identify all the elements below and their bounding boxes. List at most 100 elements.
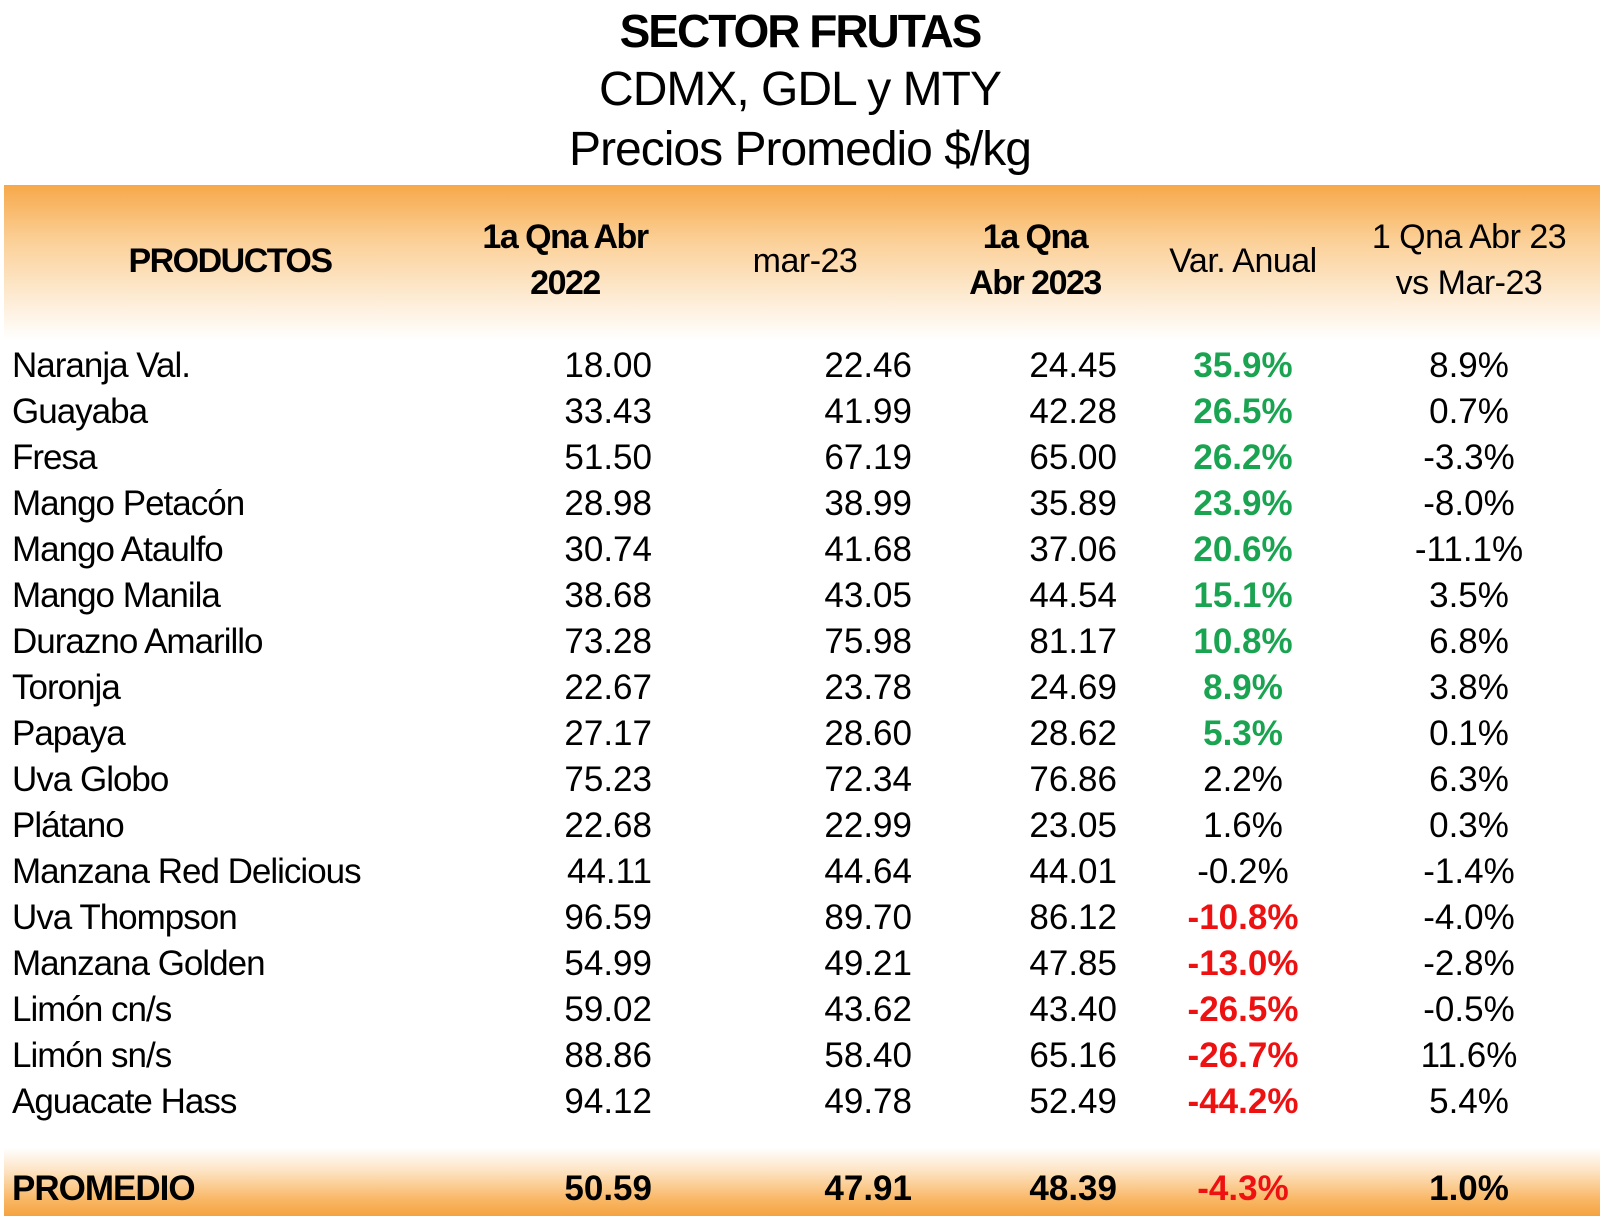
footer-2023: 48.39	[1029, 1169, 1117, 1208]
table-row: Guayaba 33.43 41.99 42.28 26.5% 0.7%	[0, 389, 1600, 435]
table-row: Manzana Golden 54.99 49.21 47.85 -13.0% -2.8%	[0, 941, 1600, 987]
var-anual: 8.9%	[1203, 668, 1283, 707]
var-vs-mar: -8.0%	[1423, 484, 1515, 523]
header-col1-line2: 2022	[530, 264, 601, 302]
product-name: Fresa	[12, 438, 97, 477]
var-anual: -26.5%	[1187, 990, 1299, 1029]
price-2023: 42.28	[1029, 392, 1117, 431]
price-mar23: 41.99	[824, 392, 912, 431]
table-row: Mango Manila 38.68 43.05 44.54 15.1% 3.5%	[0, 573, 1600, 619]
var-vs-mar: 11.6%	[1420, 1036, 1518, 1075]
price-2023: 47.85	[1029, 944, 1117, 983]
header-col3-line1: 1a Qna	[982, 218, 1089, 256]
product-name: Mango Manila	[12, 576, 221, 615]
table-row: Aguacate Hass 94.12 49.78 52.49 -44.2% 5.4%	[0, 1079, 1600, 1125]
price-2023: 76.86	[1029, 760, 1117, 799]
var-vs-mar: -2.8%	[1423, 944, 1515, 983]
var-anual: 2.2%	[1203, 760, 1283, 799]
table-row: Mango Petacón 28.98 38.99 35.89 23.9% -8.0%	[0, 481, 1600, 527]
price-mar23: 23.78	[824, 668, 912, 707]
price-mar23: 89.70	[824, 898, 912, 937]
var-vs-mar: 6.3%	[1429, 760, 1509, 799]
price-2022: 28.98	[564, 484, 652, 523]
header-col5-line2: vs Mar-23	[1395, 264, 1543, 302]
table-row: Uva Thompson 96.59 89.70 86.12 -10.8% -4.0%	[0, 895, 1600, 941]
price-mar23: 49.78	[824, 1082, 912, 1121]
var-anual: 5.3%	[1203, 714, 1283, 753]
product-name: Uva Thompson	[12, 898, 238, 937]
subtitle-units: Precios Promedio $/kg	[569, 123, 1032, 176]
var-vs-mar: 5.4%	[1429, 1082, 1509, 1121]
var-vs-mar: 8.9%	[1429, 346, 1509, 385]
product-name: Durazno Amarillo	[12, 622, 263, 661]
price-2023: 24.45	[1029, 346, 1117, 385]
table-row: Papaya 27.17 28.60 28.62 5.3% 0.1%	[0, 711, 1600, 757]
var-anual: -10.8%	[1187, 898, 1299, 937]
table-row: Durazno Amarillo 73.28 75.98 81.17 10.8% 6.8%	[0, 619, 1600, 665]
table-row: Manzana Red Delicious 44.11 44.64 44.01 -0.2…	[0, 849, 1600, 895]
footer-2022: 50.59	[564, 1169, 652, 1208]
table-header-band	[4, 185, 1600, 340]
table-row: Limón cn/s 59.02 43.62 43.40 -26.5% -0.5%	[0, 987, 1600, 1033]
price-2023: 65.16	[1029, 1036, 1117, 1075]
var-vs-mar: -11.1%	[1414, 530, 1524, 569]
product-name: Plátano	[12, 806, 125, 845]
price-2022: 54.99	[564, 944, 652, 983]
table-footer-row: PROMEDIO 50.59 47.91 48.39 -4.3% 1.0%	[0, 1166, 1600, 1212]
product-name: Mango Ataulfo	[12, 530, 224, 569]
var-anual: 1.6%	[1203, 806, 1283, 845]
price-2023: 43.40	[1029, 990, 1117, 1029]
var-vs-mar: 0.1%	[1429, 714, 1509, 753]
price-2022: 27.17	[564, 714, 652, 753]
table-row: Mango Ataulfo 30.74 41.68 37.06 20.6% -11.1%	[0, 527, 1600, 573]
price-2022: 88.86	[564, 1036, 652, 1075]
var-vs-mar: 3.8%	[1429, 668, 1509, 707]
var-anual: 35.9%	[1193, 346, 1293, 385]
price-2022: 59.02	[564, 990, 652, 1029]
table-row: Naranja Val. 18.00 22.46 24.45 35.9% 8.9%	[0, 343, 1600, 389]
var-anual: -26.7%	[1187, 1036, 1299, 1075]
table-row: Plátano 22.68 22.99 23.05 1.6% 0.3%	[0, 803, 1600, 849]
price-mar23: 44.64	[824, 852, 912, 891]
product-name: Guayaba	[12, 392, 148, 431]
price-mar23: 75.98	[824, 622, 912, 661]
price-2023: 81.17	[1029, 622, 1117, 661]
product-name: Papaya	[12, 714, 126, 753]
price-mar23: 22.99	[824, 806, 912, 845]
price-2023: 44.54	[1029, 576, 1117, 615]
product-name: Aguacate Hass	[12, 1082, 237, 1121]
var-anual: 20.6%	[1193, 530, 1293, 569]
price-mar23: 43.62	[824, 990, 912, 1029]
price-2023: 44.01	[1029, 852, 1117, 891]
product-name: Manzana Red Delicious	[12, 852, 362, 891]
price-2023: 24.69	[1029, 668, 1117, 707]
price-mar23: 38.99	[824, 484, 912, 523]
price-2023: 23.05	[1029, 806, 1117, 845]
page-title: SECTOR FRUTAS	[619, 5, 983, 57]
price-2022: 22.68	[564, 806, 652, 845]
table-row: Uva Globo 75.23 72.34 76.86 2.2% 6.3%	[0, 757, 1600, 803]
table-row: Toronja 22.67 23.78 24.69 8.9% 3.8%	[0, 665, 1600, 711]
header-col5-line1: 1 Qna Abr 23	[1371, 218, 1567, 256]
price-mar23: 28.60	[824, 714, 912, 753]
var-anual: 26.2%	[1193, 438, 1293, 477]
footer-mar23: 47.91	[824, 1169, 912, 1208]
table-row: Limón sn/s 88.86 58.40 65.16 -26.7% 11.6%	[0, 1033, 1600, 1079]
price-mar23: 22.46	[824, 346, 912, 385]
price-mar23: 43.05	[824, 576, 912, 615]
price-2023: 86.12	[1029, 898, 1117, 937]
table-row: Fresa 51.50 67.19 65.00 26.2% -3.3%	[0, 435, 1600, 481]
table-footer-band	[4, 1148, 1600, 1216]
price-mar23: 72.34	[824, 760, 912, 799]
price-mar23: 67.19	[824, 438, 912, 477]
header-col1-line1: 1a Qna Abr	[482, 218, 649, 256]
price-2023: 37.06	[1029, 530, 1117, 569]
var-vs-mar: -1.4%	[1423, 852, 1515, 891]
price-2023: 65.00	[1029, 438, 1117, 477]
var-anual: 26.5%	[1193, 392, 1293, 431]
price-mar23: 41.68	[824, 530, 912, 569]
header-productos: PRODUCTOS	[128, 242, 333, 280]
product-name: Naranja Val.	[12, 346, 191, 385]
var-anual: -0.2%	[1197, 852, 1289, 891]
product-name: Mango Petacón	[12, 484, 245, 523]
